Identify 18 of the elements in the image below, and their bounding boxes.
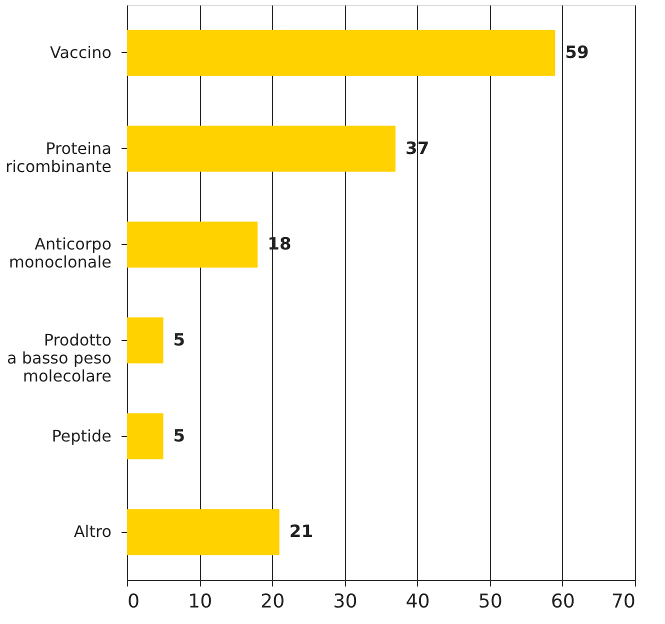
data-label: 5 [173, 426, 186, 446]
y-tick-label: Proteina ricombinante [6, 138, 112, 176]
data-label: 21 [289, 522, 314, 542]
y-tick-label: Anticorpo monoclonale [8, 234, 112, 272]
data-label: 59 [565, 42, 589, 63]
x-tick-label: 50 [478, 590, 502, 612]
y-tick-label: Vaccino [50, 42, 112, 62]
data-label: 5 [173, 330, 186, 350]
x-tick-label: 20 [260, 590, 285, 612]
x-tick-label: 30 [333, 590, 358, 612]
x-tick-label: 40 [406, 590, 430, 612]
x-tick-label: 60 [550, 590, 576, 612]
x-tick-label: 10 [188, 590, 212, 612]
y-tick-label: Prodotto a basso peso molecolare [6, 330, 112, 386]
x-tick-label: 0 [128, 590, 140, 612]
y-tick-label: Peptide [52, 426, 112, 446]
x-tick-label: 70 [611, 590, 636, 612]
y-tick-label: Altro [74, 522, 112, 542]
